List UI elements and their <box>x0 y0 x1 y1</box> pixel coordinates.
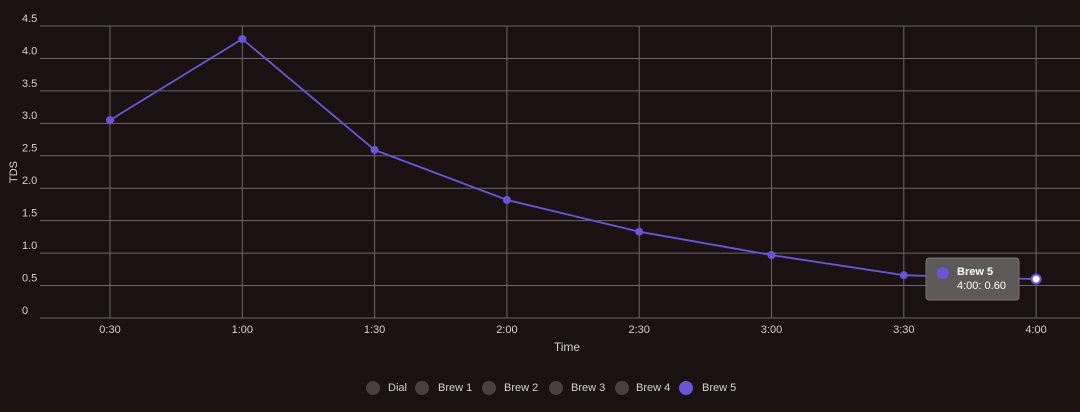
legend-item[interactable]: Brew 1 <box>415 381 472 395</box>
legend-swatch <box>366 381 380 395</box>
y-tick-label: 1.0 <box>22 240 37 252</box>
point <box>767 251 776 260</box>
y-tick-label: 0.5 <box>22 272 37 284</box>
y-tick-label: 4.0 <box>22 45 37 57</box>
point <box>502 195 511 204</box>
tooltip-box <box>925 257 1020 301</box>
legend-swatch <box>482 381 496 395</box>
legend-item[interactable]: Brew 5 <box>679 381 736 395</box>
legend-label: Brew 3 <box>571 382 605 394</box>
x-axis-label: Time <box>554 340 581 354</box>
point <box>635 227 644 236</box>
legend-swatch <box>615 381 629 395</box>
line <box>109 37 1037 280</box>
point <box>899 271 908 280</box>
point <box>1030 273 1042 285</box>
x-tick-label: 2:30 <box>628 324 649 336</box>
point <box>106 116 114 125</box>
y-axis-label: TDS <box>8 161 20 183</box>
y-tick-label: 2.0 <box>22 175 37 187</box>
tooltip: Brew 5 4:00: 0.60 <box>925 257 1020 301</box>
y-tick-label: 3.0 <box>22 110 37 122</box>
legend-swatch <box>549 381 563 395</box>
legend-label: Brew 5 <box>702 382 736 394</box>
x-tick-label: 1:30 <box>364 324 385 336</box>
y-tick-label: 3.5 <box>22 78 37 90</box>
point <box>370 145 379 154</box>
tooltip-text: 4:00: 0.60 <box>957 280 1006 292</box>
legend-item[interactable]: Brew 3 <box>549 381 605 395</box>
legend-swatch <box>679 381 693 395</box>
x-tick-label: 3:00 <box>761 324 782 336</box>
legend-item[interactable]: Brew 2 <box>482 381 538 395</box>
y-tick-label: 1.5 <box>22 208 37 220</box>
legend-label: Brew 1 <box>438 382 472 394</box>
x-tick-label: 4:00 <box>1025 324 1046 336</box>
y-tick-label: 4.5 <box>22 13 37 25</box>
point <box>238 34 247 43</box>
legend-label: Brew 4 <box>636 382 670 394</box>
tooltip-title: Brew 5 <box>957 266 993 278</box>
legend-label: Dial <box>388 382 407 394</box>
legend-label: Brew 2 <box>504 382 538 394</box>
x-tick-label: 0:30 <box>99 324 120 336</box>
x-tick-label: 1:00 <box>232 324 253 336</box>
legend-swatch <box>415 381 429 395</box>
legend-item[interactable]: Brew 4 <box>615 381 670 395</box>
x-tick-label: 2:00 <box>496 324 517 336</box>
tooltip-swatch <box>937 267 949 279</box>
legend-item[interactable]: Dial <box>366 381 407 395</box>
y-tick-label: 0 <box>22 305 28 317</box>
x-tick-label: 3:30 <box>893 324 914 336</box>
y-tick-label: 2.5 <box>22 143 37 155</box>
